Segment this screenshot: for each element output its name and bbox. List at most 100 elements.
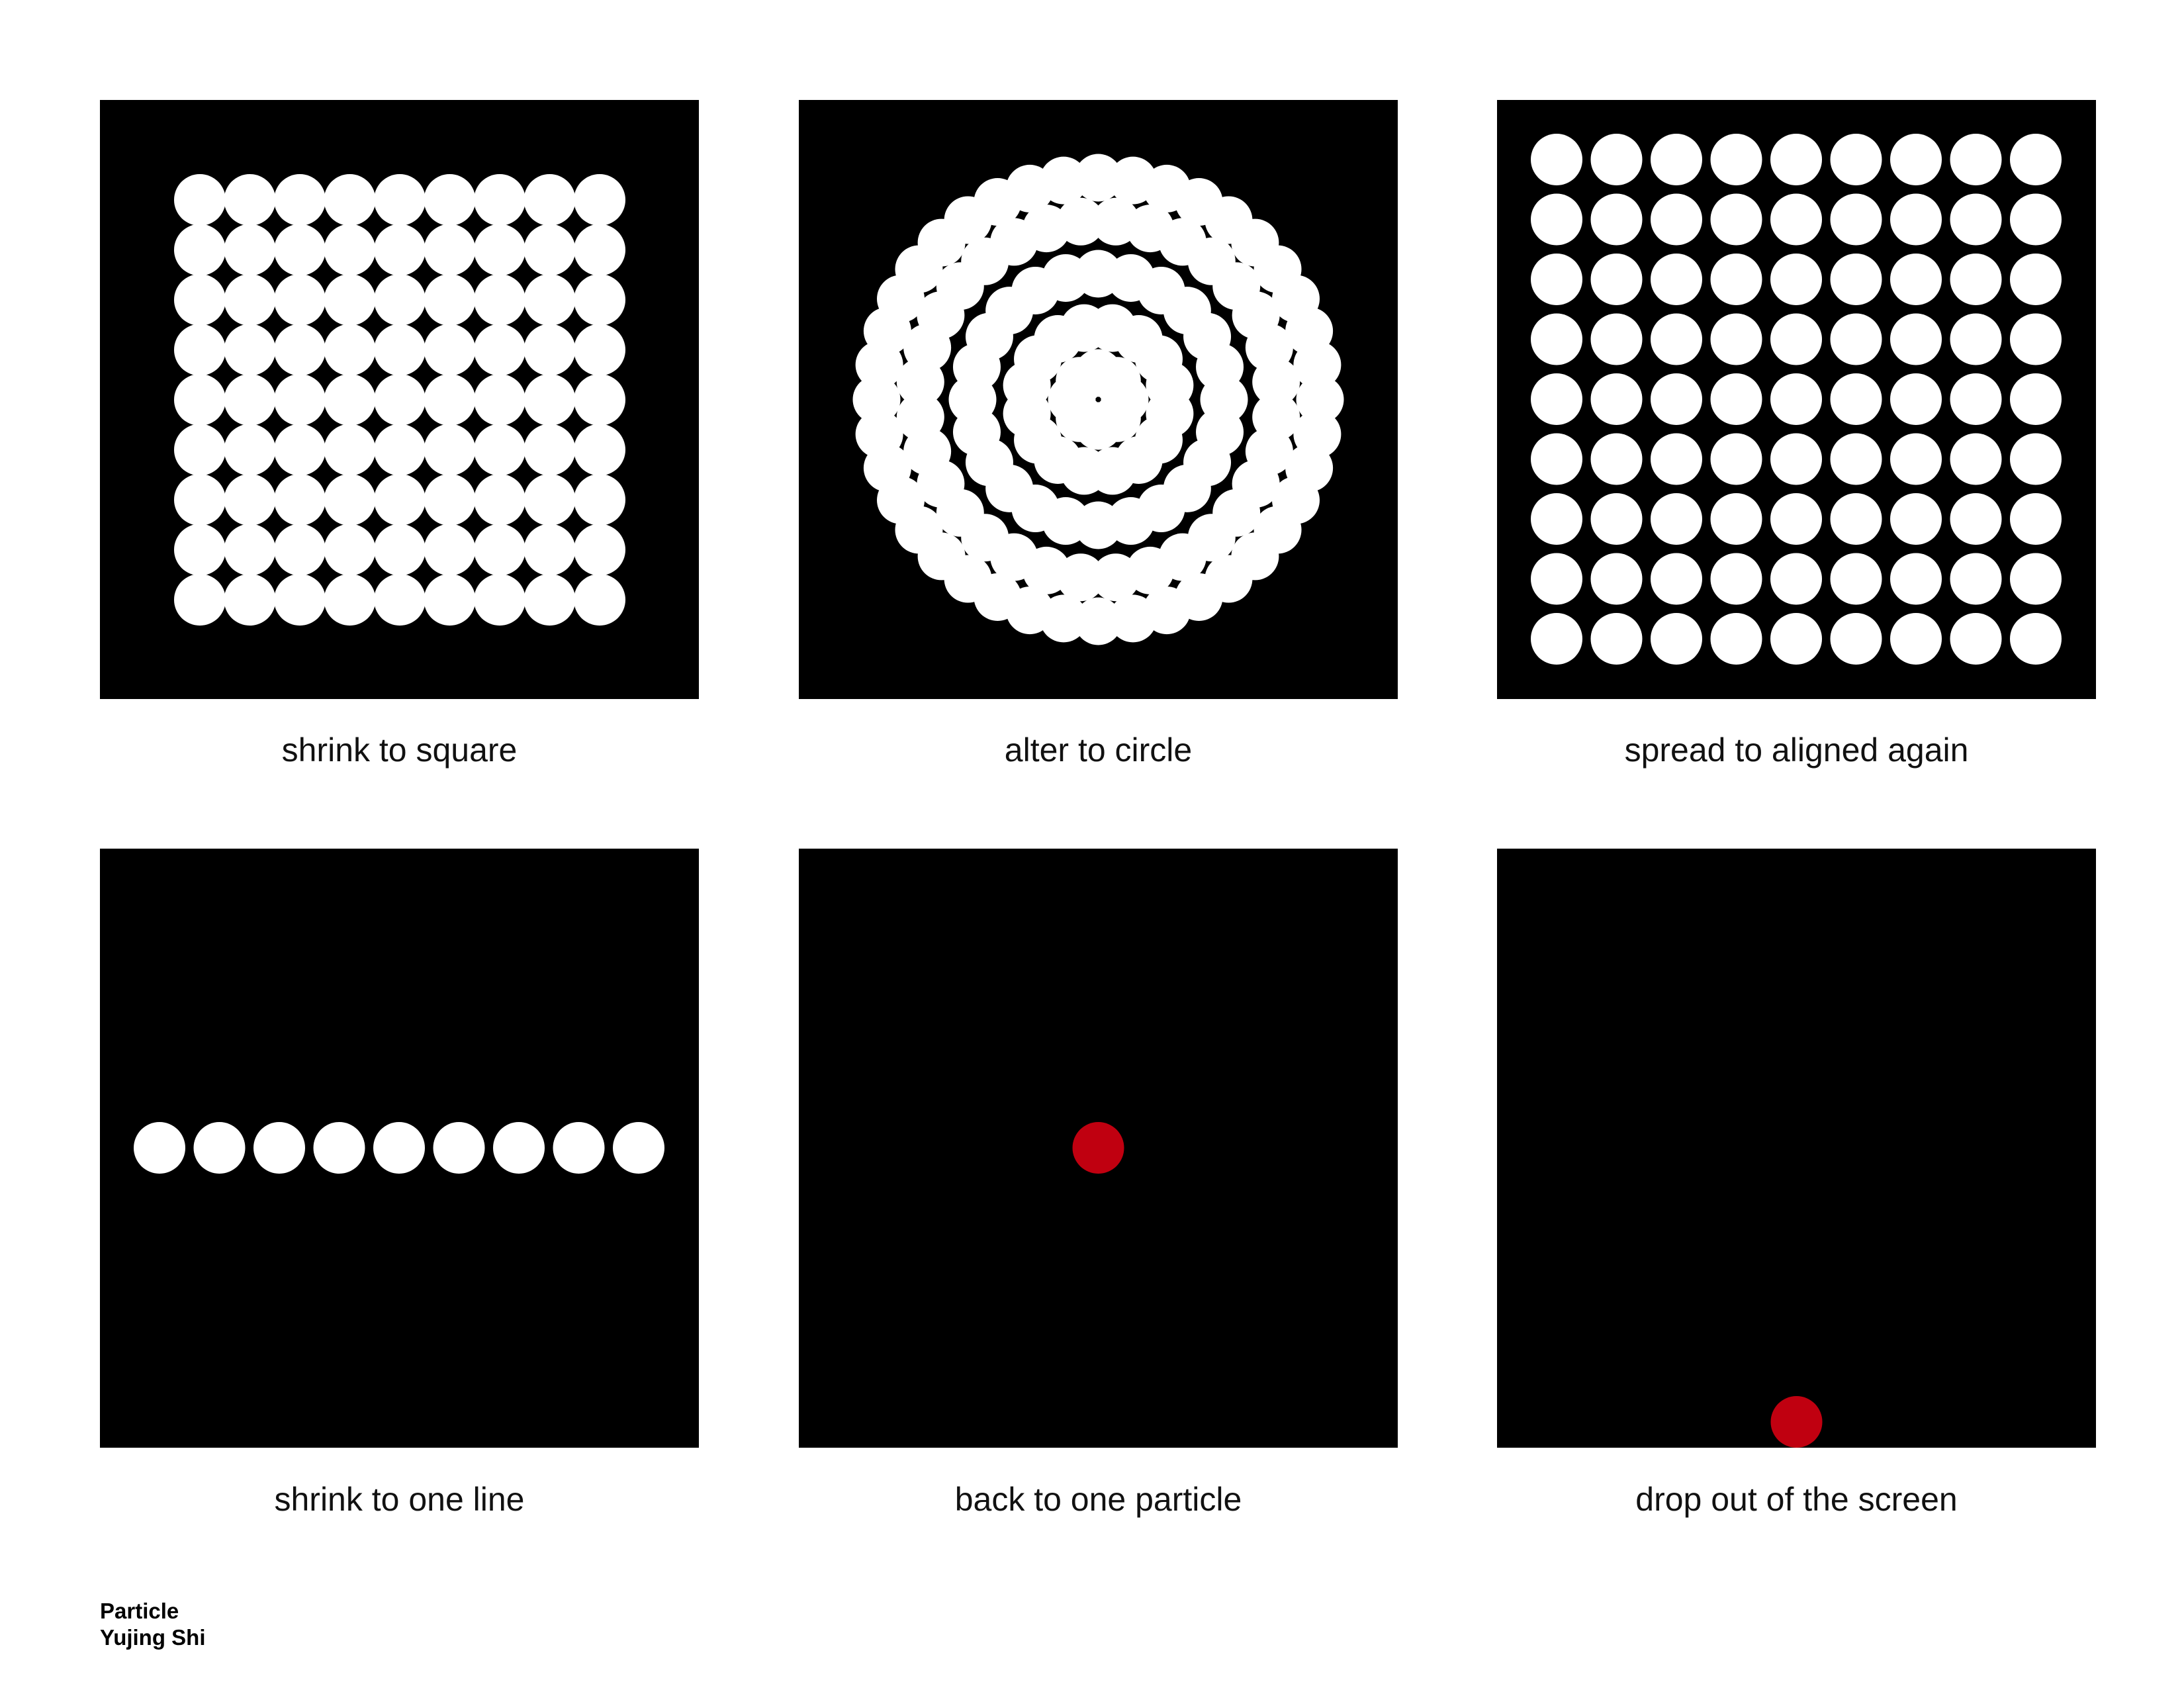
- particle: [474, 524, 525, 576]
- particle: [1890, 493, 1942, 545]
- particle: [1590, 493, 1643, 545]
- particle: [1531, 254, 1582, 305]
- particle: [193, 1122, 246, 1174]
- red-particle: [1072, 1122, 1124, 1174]
- particle: [424, 474, 476, 526]
- particle: [1590, 553, 1643, 605]
- particle: [424, 424, 476, 476]
- particle: [224, 324, 276, 376]
- particle: [424, 524, 476, 576]
- particle: [1890, 433, 1942, 485]
- particle: [433, 1122, 485, 1174]
- particle: [274, 424, 326, 476]
- particle: [374, 224, 426, 276]
- particle: [324, 524, 376, 576]
- particle: [474, 324, 525, 376]
- particle: [523, 274, 576, 326]
- particle: [1710, 193, 1762, 246]
- particle: [1710, 134, 1762, 185]
- particle: [1590, 313, 1643, 365]
- particle: [1950, 553, 2002, 605]
- particle: [174, 424, 226, 476]
- panel-spread-to-aligned-again: [1497, 100, 2096, 699]
- particle: [2010, 193, 2062, 246]
- particle: [1890, 373, 1942, 425]
- spaced-grid-particles: [1531, 134, 2062, 665]
- particle: [1710, 373, 1762, 425]
- particle: [474, 424, 525, 476]
- particle: [1950, 433, 2002, 485]
- particle: [1651, 254, 1702, 305]
- caption-shrink-to-one-line: shrink to one line: [274, 1481, 525, 1518]
- particle: [374, 324, 426, 376]
- particle: [1651, 613, 1702, 665]
- caption-alter-to-circle: alter to circle: [1004, 731, 1193, 769]
- particle: [2010, 254, 2062, 305]
- particle: [474, 274, 525, 326]
- particle: [523, 174, 576, 226]
- particle: [613, 1122, 664, 1174]
- particle: [1590, 433, 1643, 485]
- particle: [2010, 613, 2062, 665]
- caption-back-to-one-particle: back to one particle: [954, 1481, 1242, 1518]
- particle: [374, 574, 426, 626]
- particle: [574, 524, 625, 576]
- single-bottom-particle: [1770, 1396, 1823, 1448]
- particle: [424, 374, 476, 426]
- particle: [324, 474, 376, 526]
- particle: [274, 524, 326, 576]
- particle: [1057, 197, 1105, 246]
- particle: [1531, 193, 1582, 246]
- particle: [1950, 493, 2002, 545]
- particle: [523, 224, 576, 276]
- particle: [1710, 313, 1762, 365]
- particle: [1950, 373, 2002, 425]
- particle: [1950, 313, 2002, 365]
- panel-drop-out-of-the-screen: [1497, 849, 2096, 1448]
- particle: [1651, 313, 1702, 365]
- particle: [1531, 613, 1582, 665]
- particle: [1830, 193, 1882, 246]
- particle: [324, 324, 376, 376]
- particle: [1146, 361, 1194, 410]
- particle: [1770, 373, 1822, 425]
- particle: [1830, 254, 1882, 305]
- particle: [174, 374, 226, 426]
- particle: [1770, 313, 1822, 365]
- particle: [324, 574, 376, 626]
- particle: [523, 574, 576, 626]
- particle: [1710, 254, 1762, 305]
- particle: [855, 410, 903, 458]
- particle: [1531, 553, 1582, 605]
- particle: [274, 574, 326, 626]
- particle: [1651, 134, 1702, 185]
- particle: [374, 174, 426, 226]
- particle: [1890, 313, 1942, 365]
- particle: [574, 574, 625, 626]
- particle: [1710, 553, 1762, 605]
- particle: [274, 274, 326, 326]
- particle: [1890, 254, 1942, 305]
- particle: [374, 374, 426, 426]
- particle: [474, 474, 525, 526]
- particle: [1651, 553, 1702, 605]
- particle: [1830, 613, 1882, 665]
- particle: [1830, 134, 1882, 185]
- particle: [424, 574, 476, 626]
- particle: [1074, 154, 1122, 202]
- particle: [224, 474, 276, 526]
- line-particles: [134, 1122, 664, 1174]
- particle: [896, 393, 944, 441]
- caption-shrink-to-square: shrink to square: [281, 731, 518, 769]
- particle: [1590, 254, 1643, 305]
- particle: [1651, 373, 1702, 425]
- particle: [474, 374, 525, 426]
- particle: [2010, 553, 2062, 605]
- particle: [1710, 433, 1762, 485]
- particle: [1109, 594, 1157, 643]
- particle: [1950, 193, 2002, 246]
- particle: [374, 274, 426, 326]
- particle: [174, 324, 226, 376]
- panel-alter-to-circle: [799, 100, 1398, 699]
- particle: [174, 174, 226, 226]
